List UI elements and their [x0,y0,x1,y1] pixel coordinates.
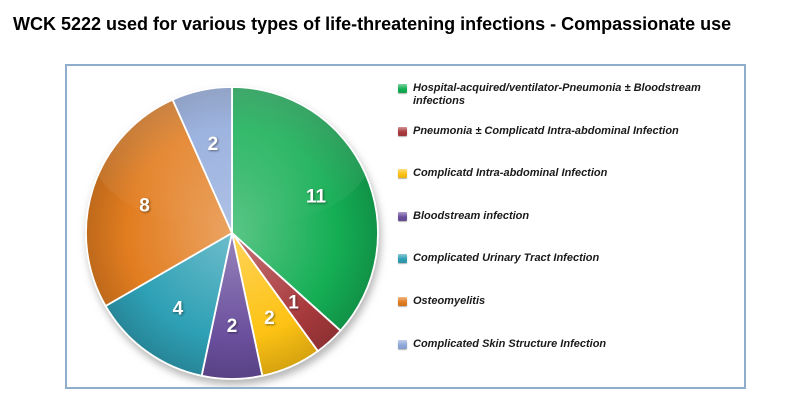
pie-value-label-2: 2 [264,308,275,329]
pie-slice-4 [104,232,233,377]
legend-swatch-icon [398,296,407,306]
legend-swatch-icon [398,126,407,136]
pie-gloss-highlight [91,87,373,229]
pie-value-label-6: 2 [208,134,219,155]
legend-label: Hospital-acquired/ventilator-Pneumonia ±… [413,82,701,107]
legend-label: Complicatd Intra-abdominal Infection [413,167,608,180]
legend-swatch-icon [398,211,407,221]
pie-value-label-3: 2 [227,316,238,337]
chart-legend: Hospital-acquired/ventilator-Pneumonia ±… [398,82,728,380]
chart-title: WCK 5222 used for various types of life-… [13,14,732,34]
legend-item-3: Bloodstream infection [398,210,728,253]
legend-label: Complicated Urinary Tract Infection [413,252,600,265]
legend-item-1: Pneumonia ± Complicatd Intra-abdominal I… [398,125,728,168]
pie-value-label-4: 4 [173,298,184,319]
pie-value-label-0: 11 [306,187,327,208]
legend-label: Pneumonia ± Complicatd Intra-abdominal I… [413,124,679,137]
legend-item-5: Osteomyelitis [398,295,728,338]
legend-swatch-icon [398,254,407,264]
legend-item-0: Hospital-acquired/ventilator-Pneumonia ±… [398,82,728,125]
pie-value-label-5: 8 [139,196,150,217]
chart-frame: 11 1 2 2 4 8 2 Hospital-acquired/ventilator-Pn… [65,64,746,389]
legend-swatch-icon [398,339,407,349]
legend-label: Bloodstream infection [413,209,530,222]
legend-label: Complicated Skin Structure Infection [413,337,607,350]
legend-swatch-icon [398,84,407,93]
legend-swatch-icon [398,169,407,179]
legend-item-2: Complicatd Intra-abdominal Infection [398,167,728,210]
pie-value-label-1: 1 [288,292,299,313]
legend-item-6: Complicated Skin Structure Infection [398,338,728,381]
legend-item-4: Complicated Urinary Tract Infection [398,252,728,295]
legend-label: Osteomyelitis [413,294,486,307]
